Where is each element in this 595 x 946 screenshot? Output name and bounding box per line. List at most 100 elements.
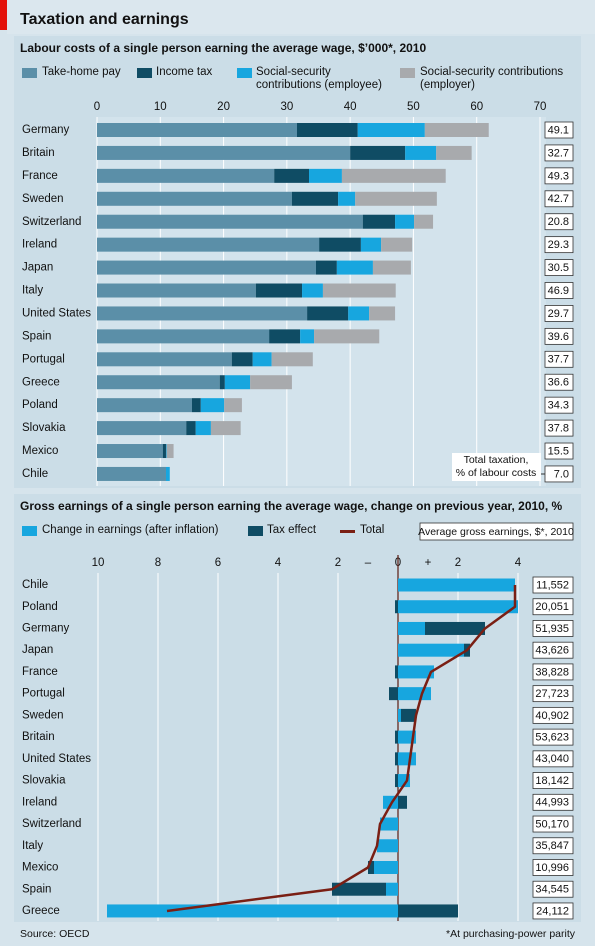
total-taxation-label: 37.8 [548, 422, 569, 434]
bar-segment [302, 283, 323, 298]
category-label: Chile [22, 579, 48, 591]
bar-segment [210, 421, 241, 436]
bar-segment [424, 123, 489, 137]
bar [380, 817, 398, 831]
bar-segment [314, 329, 380, 344]
bar [377, 839, 398, 853]
category-label: Germany [22, 622, 70, 634]
bar-segment [97, 260, 316, 275]
bar [332, 882, 386, 896]
chart-subtitle: Labour costs of a single person earning … [20, 41, 426, 55]
bar-segment [97, 421, 187, 436]
x-tick-label: 70 [534, 101, 547, 113]
total-taxation-label: 39.6 [548, 331, 569, 343]
footnote: *At purchasing-power parity [446, 928, 576, 940]
bar-segment [191, 398, 201, 413]
value-box [532, 772, 574, 789]
total-taxation-label: 32.7 [548, 147, 569, 159]
legend-label: Take-home pay [42, 66, 121, 78]
category-label: Italy [22, 285, 43, 297]
legend-swatch [400, 68, 415, 78]
bar-segment [200, 398, 225, 413]
total-taxation-label: 49.3 [548, 170, 569, 182]
bar-segment [162, 444, 166, 459]
value-box [544, 190, 574, 208]
total-taxation-label: 37.7 [548, 354, 569, 366]
bar-segment [436, 145, 472, 160]
bar-segment [255, 283, 303, 298]
earnings-label: 35,847 [535, 840, 569, 852]
earnings-label: 53,623 [535, 732, 569, 744]
bar-segment [97, 123, 297, 137]
bar-segment [97, 466, 166, 481]
category-label: Slovakia [22, 775, 66, 787]
earnings-label: 20,051 [535, 601, 569, 613]
bar-segment [309, 168, 342, 183]
category-label: Ireland [22, 239, 57, 251]
bar-segment [360, 237, 382, 252]
category-label: Poland [22, 399, 58, 411]
bar-segment [348, 306, 370, 321]
category-label: Portugal [22, 688, 65, 700]
header-box [419, 522, 574, 541]
bar-segment [224, 398, 242, 413]
bar-segment [307, 306, 349, 321]
value-box [544, 373, 574, 391]
value-box [544, 396, 574, 414]
sign-label: + [425, 557, 432, 569]
annotation: % of labour costs [456, 467, 537, 479]
bar-segment [97, 352, 232, 367]
value-box [532, 706, 574, 724]
bar-segment [186, 421, 196, 436]
bar-segment [269, 329, 301, 344]
legend-label: Income tax [156, 66, 213, 78]
value-box [532, 837, 574, 855]
red-tag [0, 0, 7, 30]
value-box [544, 327, 574, 345]
category-label: Mexico [22, 445, 58, 457]
annotation-box [452, 453, 541, 481]
bar-segment [250, 375, 292, 390]
legend-label: Social-security contributions (employer) [420, 66, 564, 91]
bar-segment [271, 352, 313, 367]
x-tick-label: 2 [335, 557, 341, 569]
bar [374, 860, 398, 874]
total-taxation-label: 30.5 [548, 262, 569, 274]
x-tick-label: 40 [344, 101, 357, 113]
earnings-label: 34,545 [535, 884, 569, 896]
earnings-label: 10,996 [535, 862, 569, 874]
x-tick-label: 30 [280, 101, 293, 113]
bar-segment [166, 444, 174, 459]
x-tick-label: 50 [407, 101, 420, 113]
bar-segment [369, 306, 396, 321]
x-tick-label: 8 [155, 557, 161, 569]
bar-segment [97, 444, 163, 459]
legend-swatch [22, 68, 37, 78]
bar [107, 904, 398, 918]
category-label: Ireland [22, 796, 57, 808]
x-tick-label: 6 [215, 557, 221, 569]
bar [398, 621, 425, 635]
bar-segment [224, 375, 251, 390]
total-taxation-label: 49.1 [548, 124, 569, 136]
value-box [532, 663, 574, 681]
value-box [544, 282, 574, 299]
bar-segment [97, 191, 292, 206]
source: Source: OECD [20, 928, 90, 940]
category-label: France [22, 170, 58, 182]
earnings-label: 24,112 [536, 905, 569, 917]
bar [398, 665, 434, 679]
category-label: Japan [22, 644, 53, 656]
bar [398, 600, 518, 614]
earnings-label: 43,626 [535, 645, 569, 657]
total-taxation-label: 15.5 [548, 445, 569, 457]
value-box [544, 213, 574, 231]
value-box [544, 167, 574, 185]
bar-segment [97, 329, 270, 344]
x-tick-label: 60 [470, 101, 483, 113]
bar [398, 643, 464, 657]
category-label: Germany [22, 124, 70, 136]
legend-swatch [137, 68, 152, 78]
bar-segment [315, 260, 337, 275]
